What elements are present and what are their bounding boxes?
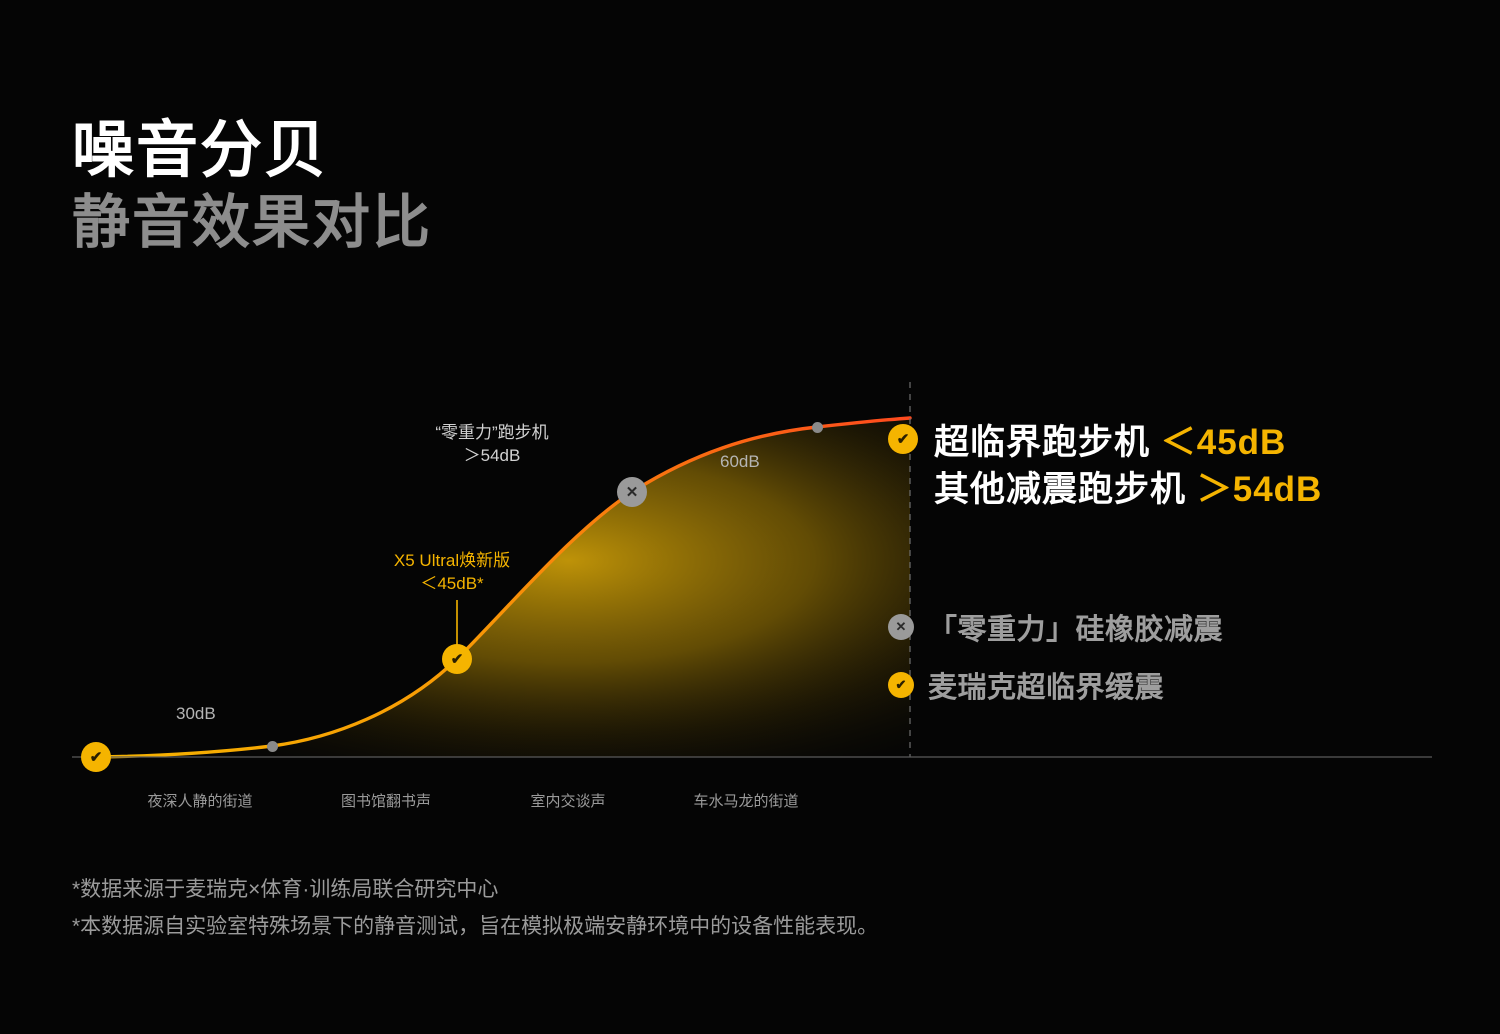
footnote-1: *数据来源于麦瑞克×体育·训练局联合研究中心 [72,878,499,901]
db-label-30: 30dB [176,704,216,723]
point-marker-street-quiet[interactable]: ✔ [81,742,111,772]
cross-icon: ✕ [888,613,914,640]
point-marker-60db[interactable] [811,421,823,433]
callout-zero-gravity: “零重力”跑步机 ＞54dB [435,422,548,468]
x-tick-1: 图书馆翻书声 [340,793,432,810]
headline-line-2-value: ＞54dB [1196,469,1323,509]
legend-item-supercritical: ✔ 麦瑞克超临界缓震 [888,664,1448,706]
headline-lines: 超临界跑步机 ＜45dB 其他减震跑步机 ＞54dB [934,420,1322,514]
x-tick-2: 室内交谈声 [530,793,606,810]
headline-line-1: 超临界跑步机 ＜45dB [934,420,1322,467]
point-marker-30db[interactable] [266,740,278,752]
page-subtitle: 静音效果对比 [72,189,433,255]
point-marker-zero-gravity[interactable]: ✕ [617,477,647,507]
footnote-2: *本数据源自实验室特殊场景下的静音测试，旨在模拟极端安静环境中的设备性能表现。 [72,914,879,938]
check-icon: ✔ [888,671,914,698]
headline-line-2: 其他减震跑步机 ＞54dB [934,467,1322,514]
x-tick-0: 夜深人静的街道 [147,793,253,810]
headline-line-1-value: ＜45dB [1160,423,1287,462]
callout-zero-gravity-label: “零重力”跑步机 [435,423,549,442]
headline-line-2-label: 其他减震跑步机 [934,469,1187,509]
callout-x5-ultral-label: X5 Ultral焕新版 [393,551,511,570]
noise-chart: ✔ ✔ ✕ 30dB 60dB “零重力”跑步机 ＞54dB X5 Ultral… [72,372,1432,810]
footnotes: *数据来源于麦瑞克×体育·训练局联合研究中心 *本数据源自实验室特殊场景下的静音… [72,872,878,946]
legend-label-supercritical: 麦瑞克超临界缓震 [928,671,1165,704]
title-block: 噪音分贝 静音效果对比 [72,116,433,256]
headline-line-1-label: 超临界跑步机 [934,423,1151,462]
db-label-60: 60dB [720,452,760,471]
summary-panel: ✔ 超临界跑步机 ＜45dB 其他减震跑步机 ＞54dB ✕ 「零重力」硅橡胶减… [888,423,1448,722]
point-marker-x5-ultral[interactable]: ✔ [442,644,472,674]
page-title: 噪音分贝 [72,116,329,185]
chart-area-fill [96,418,910,757]
callout-x5-ultral: X5 Ultral焕新版 ＜45dB* [394,550,510,596]
legend: ✕ 「零重力」硅橡胶减震 ✔ 麦瑞克超临界缓震 [888,606,1448,706]
callout-zero-gravity-value: ＞54dB [463,445,521,465]
headline-block: ✔ 超临界跑步机 ＜45dB 其他减震跑步机 ＞54dB [888,423,1448,514]
callout-x5-ultral-value: ＜45dB* [420,573,484,593]
x-tick-3: 车水马龙的街道 [693,793,799,810]
check-icon: ✔ [888,424,918,454]
legend-item-zero-gravity: ✕ 「零重力」硅橡胶减震 [888,606,1448,648]
legend-label-zero-gravity: 「零重力」硅橡胶减震 [928,613,1224,646]
